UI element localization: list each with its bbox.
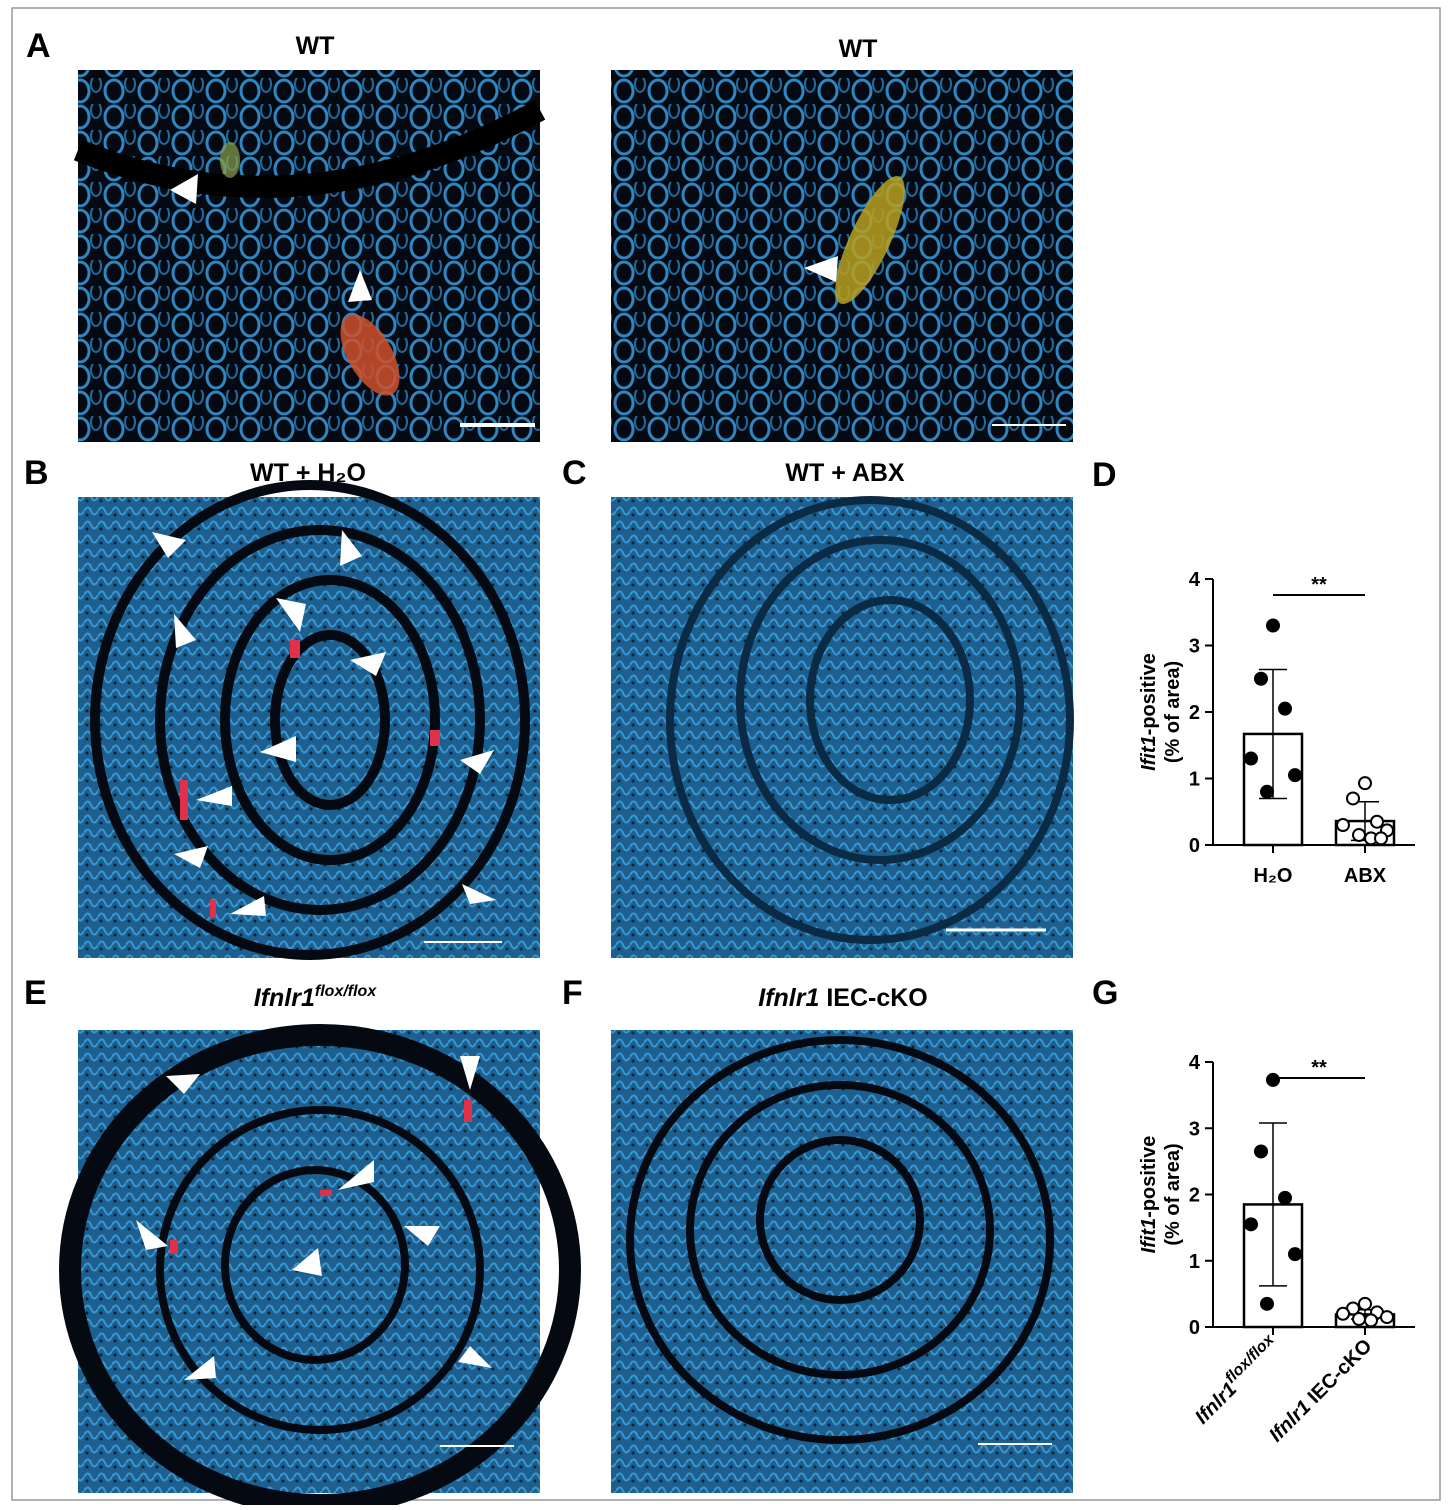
y-axis-label-rest: -positive bbox=[1138, 653, 1160, 735]
data-point bbox=[1365, 1314, 1377, 1326]
data-point bbox=[1347, 792, 1359, 804]
panel-label: G bbox=[1092, 974, 1118, 1012]
data-point bbox=[1359, 1298, 1371, 1310]
x-tick-label: Ifnlr1 IEC-cKO bbox=[1265, 1335, 1376, 1446]
superscript: flox/flox bbox=[1222, 1331, 1278, 1387]
panel-label: C bbox=[562, 454, 587, 492]
y-tick-label: 1 bbox=[1189, 1251, 1200, 1273]
significance: ** bbox=[1311, 574, 1327, 596]
data-point bbox=[1255, 1145, 1267, 1157]
y-tick-label: 0 bbox=[1189, 835, 1200, 857]
data-point bbox=[1245, 1218, 1257, 1230]
x-tick-label: ABX bbox=[1344, 865, 1387, 887]
y-tick-label: 4 bbox=[1189, 569, 1201, 591]
y-axis-label-rest: -positive bbox=[1138, 1136, 1160, 1218]
data-point bbox=[1337, 1308, 1349, 1320]
y-axis-label-italic: Ifit1 bbox=[1138, 1218, 1160, 1254]
image-title: Ifnlr1 IEC-cKO bbox=[758, 984, 927, 1012]
data-point bbox=[1267, 620, 1279, 632]
micrograph-c bbox=[611, 497, 1073, 958]
significance: ** bbox=[1311, 1057, 1327, 1079]
data-point bbox=[1359, 777, 1371, 789]
panel-label: A bbox=[26, 27, 51, 65]
data-point bbox=[1261, 1298, 1273, 1310]
genotype: IEC-cKO bbox=[819, 984, 927, 1012]
y-axis-label: Ifit1-positive bbox=[1138, 653, 1160, 771]
data-point bbox=[1381, 1311, 1393, 1323]
micrograph-e bbox=[70, 1030, 570, 1505]
gene: Ifnlr1 bbox=[254, 984, 315, 1012]
y-tick-label: 3 bbox=[1189, 1118, 1200, 1140]
y-tick-label: 4 bbox=[1189, 1052, 1201, 1074]
micrograph-f bbox=[611, 1030, 1073, 1493]
y-tick-label: 2 bbox=[1189, 702, 1200, 724]
data-point bbox=[1353, 1313, 1365, 1325]
y-axis-label: Ifit1-positive bbox=[1138, 1136, 1160, 1254]
micrograph-a2 bbox=[611, 70, 1073, 442]
panel-label: D bbox=[1092, 456, 1117, 494]
y-axis-label-line2: (% of area) bbox=[1162, 1143, 1184, 1245]
data-point bbox=[1279, 703, 1291, 715]
figure: A B C D E F G WT WT WT + H₂O WT + ABX If… bbox=[0, 0, 1448, 1505]
y-tick-label: 3 bbox=[1189, 636, 1200, 658]
panel-label: B bbox=[24, 454, 49, 492]
image-title: WT + ABX bbox=[785, 459, 905, 487]
image-title: WT bbox=[839, 35, 878, 63]
data-point bbox=[1289, 1248, 1301, 1260]
panel-label: E bbox=[24, 974, 47, 1012]
data-point bbox=[1267, 1074, 1279, 1086]
genotype: IEC-cKO bbox=[1300, 1335, 1377, 1412]
y-tick-label: 0 bbox=[1189, 1317, 1200, 1339]
data-point bbox=[1337, 819, 1349, 831]
data-point bbox=[1353, 829, 1365, 841]
data-point bbox=[1375, 832, 1387, 844]
y-axis-label-line2: (% of area) bbox=[1162, 661, 1184, 763]
data-point bbox=[1245, 753, 1257, 765]
panel-label: F bbox=[562, 974, 583, 1012]
data-point bbox=[1289, 769, 1301, 781]
image-title: WT + H₂O bbox=[250, 459, 366, 487]
y-tick-label: 1 bbox=[1189, 769, 1200, 791]
micrograph-b bbox=[78, 485, 540, 958]
data-point bbox=[1371, 816, 1383, 828]
x-tick-label: Ifnlr1flox/flox bbox=[1187, 1331, 1285, 1429]
data-point bbox=[1279, 1192, 1291, 1204]
gene: Ifnlr1 bbox=[758, 984, 819, 1012]
micrograph-a1 bbox=[78, 70, 540, 442]
superscript: flox/flox bbox=[315, 983, 377, 1000]
x-tick-label: H₂O bbox=[1254, 865, 1293, 887]
image-title: Ifnlr1flox/flox bbox=[254, 983, 378, 1012]
data-point bbox=[1261, 786, 1273, 798]
y-tick-label: 2 bbox=[1189, 1185, 1200, 1207]
image-title: WT bbox=[296, 32, 335, 60]
data-point bbox=[1255, 673, 1267, 685]
y-axis-label-italic: Ifit1 bbox=[1138, 735, 1160, 771]
